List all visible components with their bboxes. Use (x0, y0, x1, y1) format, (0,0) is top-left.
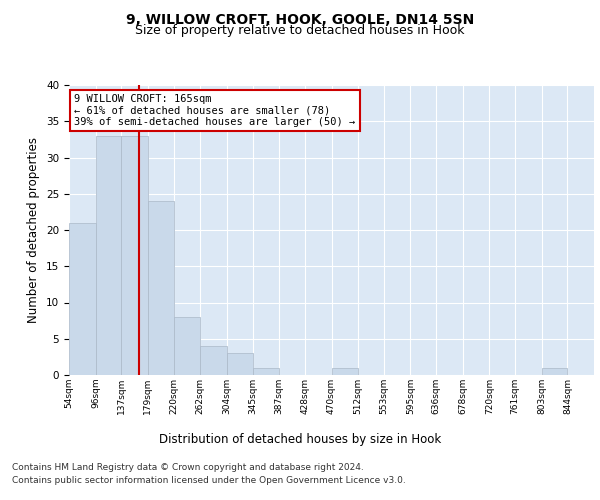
Bar (95, 136, 121, 375)
Text: Size of property relative to detached houses in Hook: Size of property relative to detached ho… (135, 24, 465, 37)
Text: Distribution of detached houses by size in Hook: Distribution of detached houses by size … (159, 432, 441, 446)
Bar (227, 353, 253, 375)
Bar (121, 136, 148, 375)
Text: 9, WILLOW CROFT, HOOK, GOOLE, DN14 5SN: 9, WILLOW CROFT, HOOK, GOOLE, DN14 5SN (126, 12, 474, 26)
Y-axis label: Number of detached properties: Number of detached properties (28, 137, 40, 323)
Bar (69, 223, 95, 375)
Text: 9 WILLOW CROFT: 165sqm
← 61% of detached houses are smaller (78)
39% of semi-det: 9 WILLOW CROFT: 165sqm ← 61% of detached… (74, 94, 355, 127)
Bar (200, 346, 227, 375)
Bar (148, 201, 174, 375)
Bar (331, 368, 358, 375)
Text: Contains HM Land Registry data © Crown copyright and database right 2024.: Contains HM Land Registry data © Crown c… (12, 462, 364, 471)
Bar (542, 368, 568, 375)
Bar (253, 368, 279, 375)
Text: Contains public sector information licensed under the Open Government Licence v3: Contains public sector information licen… (12, 476, 406, 485)
Bar (174, 317, 200, 375)
